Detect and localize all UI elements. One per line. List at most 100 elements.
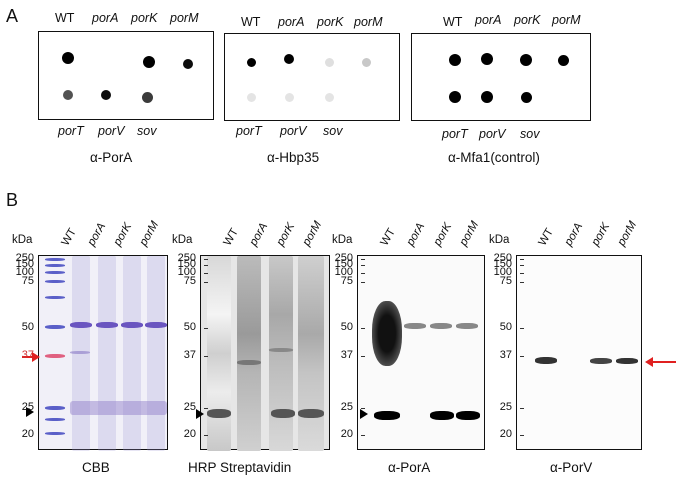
lane-label-pora: porA (404, 220, 428, 248)
mw-tick (361, 273, 365, 274)
dot-pora (103, 53, 113, 63)
mw-marker-75: 75 (499, 275, 512, 287)
mw-tick (204, 328, 208, 329)
arrowhead-black-icon (360, 409, 368, 419)
mw-marker-250: 250 (177, 252, 196, 264)
lane-label-pora: porA (85, 220, 109, 248)
gel-caption: CBB (82, 460, 110, 475)
arrowhead-black-icon (26, 407, 34, 417)
mw-marker-37: 37 (183, 349, 196, 361)
dot-label-pork: porK (131, 11, 158, 25)
dot-label-porm: porM (354, 15, 383, 29)
mw-marker-100: 100 (15, 266, 34, 278)
dot-label-wt: WT (55, 11, 75, 25)
dot-label-pork: porK (317, 15, 344, 29)
lane-label-wt: WT (378, 226, 398, 248)
mw-tick (204, 259, 208, 260)
dot-label-pora: porA (92, 11, 119, 25)
mw-tick (361, 259, 365, 260)
mw-tick (204, 408, 208, 409)
gel-anti-pora (357, 255, 485, 450)
dot-pork (143, 56, 155, 68)
mw-marker-75: 75 (183, 275, 196, 287)
mw-marker-150: 150 (493, 258, 512, 270)
mw-tick (361, 282, 365, 283)
mw-marker-250: 250 (15, 252, 34, 264)
lane-label-wt: WT (536, 226, 556, 248)
mw-tick (204, 265, 208, 266)
mw-tick (520, 328, 524, 329)
dot-label-wt: WT (443, 15, 463, 29)
dot-porm (361, 57, 371, 67)
mw-tick (520, 435, 524, 436)
mw-marker-37: 37 (499, 349, 512, 361)
gel-cbb (38, 255, 168, 451)
mw-marker-20: 20 (21, 428, 34, 440)
mw-marker-75: 75 (21, 275, 34, 287)
panel-letter-a: A (6, 6, 19, 26)
gel-anti-porv (516, 255, 642, 450)
lane-label-wt: WT (59, 226, 79, 248)
kda-label: kDa (332, 234, 353, 246)
mw-tick (361, 435, 365, 436)
mw-marker-75: 75 (340, 275, 353, 287)
blot-caption: α-Hbp35 (267, 150, 320, 165)
dot-porm (183, 59, 193, 69)
lane-label-pork: porK (111, 220, 135, 248)
mw-marker-50: 50 (499, 321, 512, 333)
dot-pork (324, 57, 334, 67)
dot-label-sov: sov (137, 124, 157, 138)
lane-label-pork: porK (274, 220, 298, 248)
dot-blot-pora (38, 31, 214, 120)
mw-marker-25: 25 (21, 401, 34, 413)
lane-label-porm: porM (457, 219, 482, 248)
mw-tick (520, 356, 524, 357)
mw-marker-150: 150 (15, 258, 34, 270)
mw-marker-37: 37 (340, 349, 353, 361)
mw-marker-20: 20 (499, 428, 512, 440)
kda-label: kDa (12, 234, 33, 246)
lane-label-porm: porM (137, 219, 162, 248)
mw-marker-25: 25 (499, 401, 512, 413)
dot-wt (449, 54, 461, 66)
mw-tick (520, 259, 524, 260)
dot-porv (284, 92, 294, 102)
dot-sov (141, 91, 153, 103)
mw-tick (204, 435, 208, 436)
lane-label-pork: porK (589, 220, 613, 248)
lane-label-porm: porM (300, 219, 325, 248)
blot-caption: α-PorA (90, 150, 133, 165)
dot-label-porv: porV (479, 127, 506, 141)
dot-label-porm: porM (170, 11, 199, 25)
red-arrow-icon (22, 356, 34, 358)
lane-label-pora: porA (247, 220, 271, 248)
kda-label: kDa (489, 234, 510, 246)
mw-tick (520, 282, 524, 283)
mw-marker-100: 100 (177, 266, 196, 278)
dot-porv (481, 91, 493, 103)
mw-tick (204, 282, 208, 283)
mw-marker-250: 250 (334, 252, 353, 264)
mw-marker-50: 50 (21, 321, 34, 333)
dot-label-pora: porA (278, 15, 305, 29)
gel-caption: α-PorA (388, 460, 431, 475)
dot-port (246, 92, 256, 102)
dot-wt (246, 57, 256, 67)
gel-streptavidin (200, 255, 330, 451)
red-arrowhead-icon (645, 357, 653, 367)
mw-marker-100: 100 (334, 266, 353, 278)
mw-marker-150: 150 (177, 258, 196, 270)
dot-label-wt: WT (241, 15, 261, 29)
mw-marker-50: 50 (340, 321, 353, 333)
dot-pora (481, 53, 493, 65)
mw-tick (361, 265, 365, 266)
blot-caption: α-Mfa1(control) (448, 150, 540, 165)
gel-caption: HRP Streptavidin (188, 460, 292, 475)
mw-tick (361, 328, 365, 329)
mw-tick (520, 273, 524, 274)
dot-sov (324, 92, 334, 102)
dot-blot-hbp35 (224, 33, 400, 121)
dot-pork (520, 54, 532, 66)
mw-tick (204, 273, 208, 274)
dot-wt (62, 52, 74, 64)
